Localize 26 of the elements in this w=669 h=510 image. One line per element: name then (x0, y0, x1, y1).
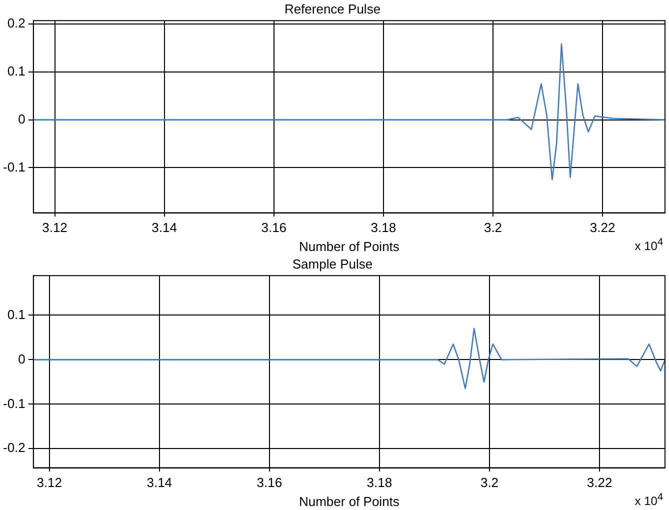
chart-title: Sample Pulse (292, 256, 373, 272)
x-tick-label: 3.18 (370, 220, 396, 236)
y-tick-label: 0 (18, 111, 26, 126)
y-tick-label: -0.1 (2, 396, 26, 411)
x-tick-label: 3.22 (590, 220, 616, 236)
y-tick-label: 0.1 (7, 63, 26, 78)
x-tick-label: 3.22 (586, 475, 612, 490)
text: x 10$^{4}$ (634, 492, 663, 508)
x-tick-label: 3.14 (152, 220, 177, 236)
x-tick-label: 3.14 (146, 475, 172, 490)
x-tick-label: 3.18 (366, 475, 392, 490)
y-tick-label: -0.1 (2, 159, 26, 174)
x-tick-label: 3.2 (484, 220, 502, 236)
x-tick-label: 3.12 (42, 220, 68, 236)
y-tick-label: -0.2 (2, 440, 26, 456)
chart-title: Reference Pulse (284, 1, 381, 16)
x-axis-title: Number of Points (298, 238, 400, 254)
y-tick-label: 0.2 (7, 16, 26, 31)
y-tick-label: 0 (18, 351, 26, 366)
x-tick-label: 3.2 (480, 475, 499, 490)
x-tick-label: 3.12 (36, 475, 62, 490)
y-tick-label: 0.1 (7, 306, 26, 322)
x-axis-title: Number of Points (298, 494, 400, 509)
x-tick-label: 3.16 (261, 220, 287, 236)
x-tick-label: 3.16 (256, 475, 282, 490)
text: x 10$^{4}$ (634, 237, 663, 253)
